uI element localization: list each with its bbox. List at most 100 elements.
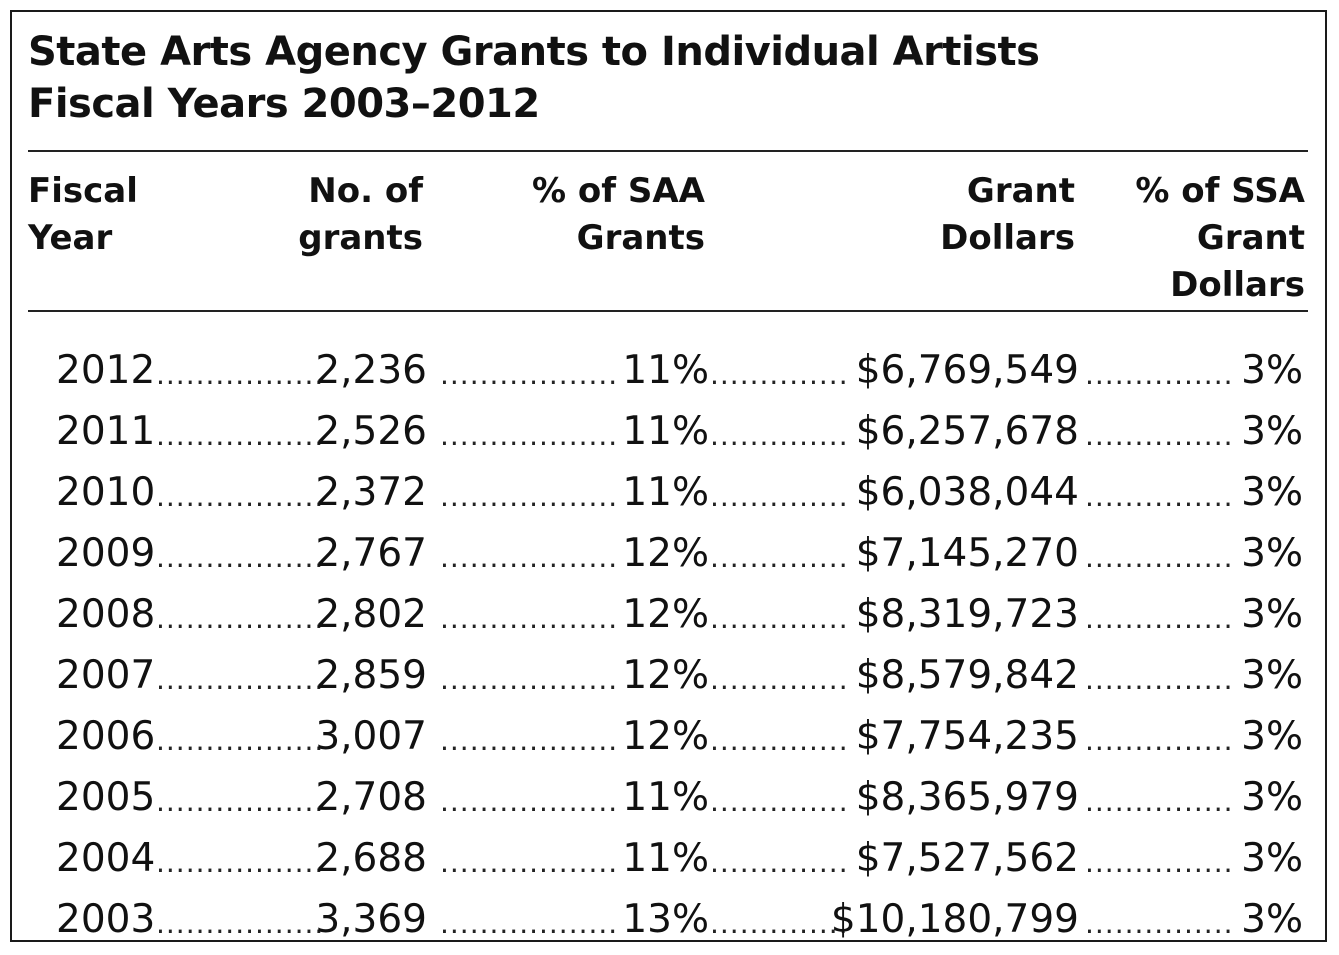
dot-leader: ........................................… <box>1085 602 1235 635</box>
dot-leader: ........................................… <box>156 724 322 757</box>
dot-leader: ........................................… <box>440 602 616 635</box>
dot-leader: ........................................… <box>710 602 850 635</box>
pct-grants-cell: 12% <box>622 714 709 759</box>
dot-leader: ........................................… <box>156 541 322 574</box>
pct-dollars-cell: 3% <box>1241 348 1303 393</box>
dot-leader: ........................................… <box>440 724 616 757</box>
header-divider <box>28 310 1308 312</box>
dot-leader: ........................................… <box>1085 785 1235 818</box>
pct-dollars-cell: 3% <box>1241 775 1303 820</box>
grants-cell: 2,372 <box>315 470 427 515</box>
pct-dollars-cell: 3% <box>1241 592 1303 637</box>
year-cell: 2006 <box>56 714 156 759</box>
grants-cell: 2,708 <box>315 775 427 820</box>
dot-leader: ........................................… <box>156 358 322 391</box>
dot-leader: ........................................… <box>710 846 850 879</box>
dot-leader: ........................................… <box>710 480 850 513</box>
title-line-2: Fiscal Years 2003–2012 <box>28 81 540 127</box>
dot-leader: ........................................… <box>156 846 322 879</box>
dot-leader: ........................................… <box>710 541 850 574</box>
dollars-cell: $7,527,562 <box>855 836 1079 881</box>
pct-dollars-cell: 3% <box>1241 714 1303 759</box>
grants-cell: 3,007 <box>315 714 427 759</box>
table-row: 2010....................................… <box>12 462 1329 523</box>
dot-leader: ........................................… <box>710 724 850 757</box>
pct-grants-cell: 12% <box>622 592 709 637</box>
dot-leader: ........................................… <box>440 907 616 940</box>
pct-grants-cell: 11% <box>622 470 709 515</box>
year-cell: 2004 <box>56 836 156 881</box>
dollars-cell: $7,145,270 <box>855 531 1079 576</box>
dot-leader: ........................................… <box>156 663 322 696</box>
header-no-of-grants: No. of grants <box>298 171 423 258</box>
dot-leader: ........................................… <box>1085 846 1235 879</box>
dot-leader: ........................................… <box>440 846 616 879</box>
pct-dollars-cell: 3% <box>1241 531 1303 576</box>
grants-cell: 3,369 <box>315 897 427 942</box>
dot-leader: ........................................… <box>1085 358 1235 391</box>
dot-leader: ........................................… <box>156 785 322 818</box>
dollars-cell: $6,038,044 <box>855 470 1079 515</box>
dot-leader: ........................................… <box>440 480 616 513</box>
dollars-cell: $7,754,235 <box>855 714 1079 759</box>
pct-dollars-cell: 3% <box>1241 653 1303 698</box>
dot-leader: ........................................… <box>440 419 616 452</box>
dot-leader: ........................................… <box>1085 907 1235 940</box>
dollars-cell: $8,579,842 <box>855 653 1079 698</box>
pct-dollars-cell: 3% <box>1241 470 1303 515</box>
dot-leader: ........................................… <box>1085 541 1235 574</box>
pct-grants-cell: 11% <box>622 836 709 881</box>
dot-leader: ........................................… <box>710 907 850 940</box>
header-fiscal-year: Fiscal Year <box>28 171 138 258</box>
dot-leader: ........................................… <box>440 785 616 818</box>
pct-dollars-cell: 3% <box>1241 836 1303 881</box>
pct-grants-cell: 13% <box>622 897 709 942</box>
dot-leader: ........................................… <box>156 907 322 940</box>
year-cell: 2010 <box>56 470 156 515</box>
dot-leader: ........................................… <box>1085 724 1235 757</box>
table-row: 2003....................................… <box>12 889 1329 950</box>
pct-grants-cell: 11% <box>622 348 709 393</box>
dot-leader: ........................................… <box>1085 419 1235 452</box>
year-cell: 2012 <box>56 348 156 393</box>
table-frame: State Arts Agency Grants to Individual A… <box>10 10 1327 942</box>
dollars-cell: $8,365,979 <box>855 775 1079 820</box>
table-row: 2008....................................… <box>12 584 1329 645</box>
dot-leader: ........................................… <box>710 785 850 818</box>
grants-cell: 2,688 <box>315 836 427 881</box>
pct-grants-cell: 12% <box>622 653 709 698</box>
grants-cell: 2,767 <box>315 531 427 576</box>
year-cell: 2003 <box>56 897 156 942</box>
dot-leader: ........................................… <box>156 419 322 452</box>
dollars-cell: $6,257,678 <box>855 409 1079 454</box>
dot-leader: ........................................… <box>156 480 322 513</box>
pct-grants-cell: 11% <box>622 409 709 454</box>
table-title: State Arts Agency Grants to Individual A… <box>28 26 1040 130</box>
grants-cell: 2,802 <box>315 592 427 637</box>
pct-dollars-cell: 3% <box>1241 897 1303 942</box>
header-pct-ssa-grant-dollars: % of SSA Grant Dollars <box>1135 171 1305 305</box>
table-row: 2004....................................… <box>12 828 1329 889</box>
dollars-cell: $8,319,723 <box>855 592 1079 637</box>
dollars-cell: $10,180,799 <box>830 897 1079 942</box>
dot-leader: ........................................… <box>710 663 850 696</box>
dollars-cell: $6,769,549 <box>855 348 1079 393</box>
pct-grants-cell: 11% <box>622 775 709 820</box>
grants-cell: 2,236 <box>315 348 427 393</box>
pct-grants-cell: 12% <box>622 531 709 576</box>
year-cell: 2011 <box>56 409 156 454</box>
year-cell: 2009 <box>56 531 156 576</box>
dot-leader: ........................................… <box>710 358 850 391</box>
table-row: 2007....................................… <box>12 645 1329 706</box>
header-grant-dollars: Grant Dollars <box>940 171 1075 258</box>
year-cell: 2008 <box>56 592 156 637</box>
table-row: 2005....................................… <box>12 767 1329 828</box>
dot-leader: ........................................… <box>1085 480 1235 513</box>
dot-leader: ........................................… <box>710 419 850 452</box>
dot-leader: ........................................… <box>440 358 616 391</box>
year-cell: 2007 <box>56 653 156 698</box>
grants-cell: 2,526 <box>315 409 427 454</box>
table-row: 2009....................................… <box>12 523 1329 584</box>
dot-leader: ........................................… <box>440 663 616 696</box>
grants-cell: 2,859 <box>315 653 427 698</box>
